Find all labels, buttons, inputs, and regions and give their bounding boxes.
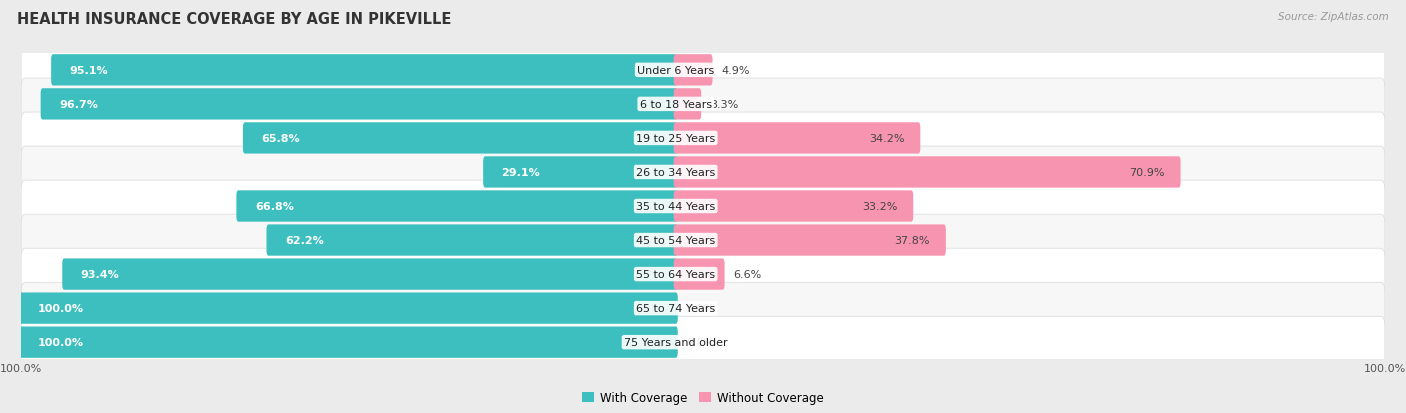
Text: 100.0%: 100.0%	[38, 337, 83, 347]
FancyBboxPatch shape	[267, 225, 678, 256]
Text: 37.8%: 37.8%	[894, 235, 931, 245]
FancyBboxPatch shape	[673, 225, 946, 256]
FancyBboxPatch shape	[20, 293, 678, 324]
FancyBboxPatch shape	[41, 89, 678, 120]
Text: 70.9%: 70.9%	[1129, 168, 1166, 178]
FancyBboxPatch shape	[21, 249, 1385, 300]
Text: 33.2%: 33.2%	[862, 202, 897, 211]
Text: 75 Years and older: 75 Years and older	[624, 337, 727, 347]
Text: 66.8%: 66.8%	[254, 202, 294, 211]
FancyBboxPatch shape	[21, 147, 1385, 198]
Text: 6 to 18 Years: 6 to 18 Years	[640, 100, 711, 109]
Text: 6.6%: 6.6%	[734, 269, 762, 280]
FancyBboxPatch shape	[673, 157, 1181, 188]
FancyBboxPatch shape	[21, 79, 1385, 131]
Text: 34.2%: 34.2%	[869, 133, 904, 144]
FancyBboxPatch shape	[21, 113, 1385, 164]
FancyBboxPatch shape	[21, 282, 1385, 334]
Text: 0.0%: 0.0%	[686, 337, 714, 347]
Text: 26 to 34 Years: 26 to 34 Years	[636, 168, 716, 178]
FancyBboxPatch shape	[62, 259, 678, 290]
Text: 100.0%: 100.0%	[38, 304, 83, 313]
FancyBboxPatch shape	[484, 157, 678, 188]
Text: 65.8%: 65.8%	[262, 133, 299, 144]
Text: 65 to 74 Years: 65 to 74 Years	[636, 304, 716, 313]
Text: 29.1%: 29.1%	[502, 168, 540, 178]
Text: 96.7%: 96.7%	[59, 100, 98, 109]
Text: Under 6 Years: Under 6 Years	[637, 66, 714, 76]
FancyBboxPatch shape	[236, 191, 678, 222]
Text: 62.2%: 62.2%	[285, 235, 323, 245]
Text: 0.0%: 0.0%	[686, 304, 714, 313]
FancyBboxPatch shape	[51, 55, 678, 86]
Text: 45 to 54 Years: 45 to 54 Years	[636, 235, 716, 245]
FancyBboxPatch shape	[673, 89, 702, 120]
FancyBboxPatch shape	[243, 123, 678, 154]
FancyBboxPatch shape	[673, 259, 724, 290]
FancyBboxPatch shape	[21, 316, 1385, 368]
FancyBboxPatch shape	[21, 45, 1385, 97]
Text: 95.1%: 95.1%	[69, 66, 108, 76]
Text: 55 to 64 Years: 55 to 64 Years	[636, 269, 716, 280]
Text: 19 to 25 Years: 19 to 25 Years	[636, 133, 716, 144]
Text: Source: ZipAtlas.com: Source: ZipAtlas.com	[1278, 12, 1389, 22]
Text: 93.4%: 93.4%	[80, 269, 120, 280]
FancyBboxPatch shape	[21, 215, 1385, 266]
Text: 3.3%: 3.3%	[710, 100, 738, 109]
Text: 4.9%: 4.9%	[721, 66, 749, 76]
FancyBboxPatch shape	[673, 191, 914, 222]
Text: HEALTH INSURANCE COVERAGE BY AGE IN PIKEVILLE: HEALTH INSURANCE COVERAGE BY AGE IN PIKE…	[17, 12, 451, 27]
Legend: With Coverage, Without Coverage: With Coverage, Without Coverage	[578, 386, 828, 408]
FancyBboxPatch shape	[20, 327, 678, 358]
FancyBboxPatch shape	[673, 123, 921, 154]
FancyBboxPatch shape	[673, 55, 713, 86]
Text: 35 to 44 Years: 35 to 44 Years	[636, 202, 716, 211]
FancyBboxPatch shape	[21, 181, 1385, 232]
